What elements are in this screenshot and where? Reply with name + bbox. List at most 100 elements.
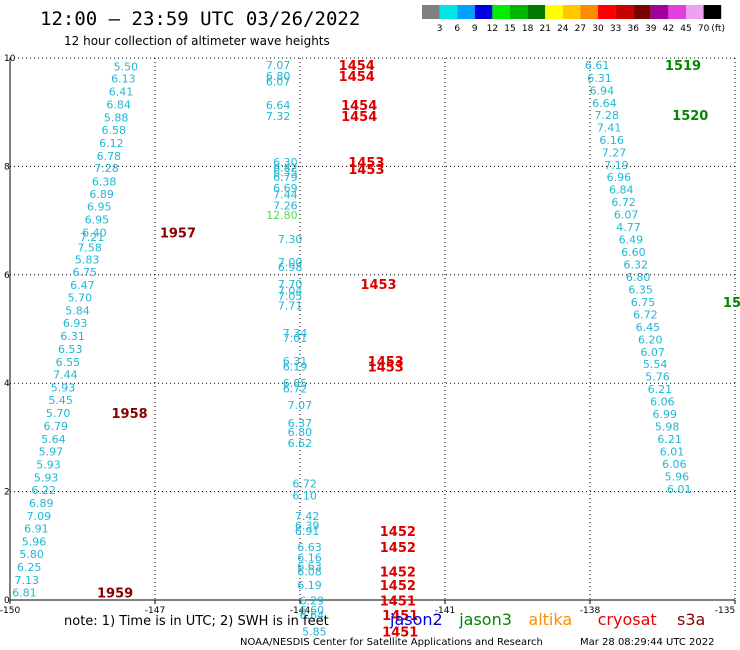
legend-swatch (457, 5, 475, 19)
time-label: 1451 (380, 595, 416, 610)
time-label: 1453 (368, 360, 404, 375)
time-label: 1957 (160, 227, 196, 242)
wave-height-label: 6.31 (587, 72, 612, 85)
legend-tick-label: 6 (454, 24, 460, 34)
wave-height-label: 6.41 (109, 86, 134, 99)
wave-height-label: 6.39 (295, 520, 320, 533)
time-label: 1451 (382, 625, 418, 640)
wave-height-label: 5.85 (302, 625, 327, 638)
wave-height-label: 6.13 (111, 73, 136, 86)
wave-height-label: 7.21 (80, 231, 105, 244)
wave-height-label: 6.72 (292, 477, 317, 490)
wave-height-label: 6.58 (102, 124, 127, 137)
legend-swatch (598, 5, 616, 19)
wave-height-label: 6.19 (297, 579, 322, 592)
wave-height-label: 7.32 (266, 110, 291, 123)
wave-height-label: 6.29 (300, 595, 325, 608)
y-tick-label: 0 (4, 596, 10, 606)
time-label: 1453 (360, 278, 396, 293)
satellite-s3a: s3a (677, 610, 705, 629)
wave-height-label: 6.40 (82, 227, 107, 240)
wave-height-label: 7.34 (283, 327, 308, 340)
x-tick-label: -147 (145, 606, 165, 616)
plot-axes: -150 -147 -144 -141 -138 -135 0 2 4 6 8 10 (0, 54, 736, 616)
wave-height-label: 6.07 (614, 209, 639, 222)
time-label: 1454 (339, 59, 375, 74)
y-tick-label: 6 (4, 271, 10, 281)
time-label: 1453 (348, 163, 384, 178)
wave-height-label: 6.07 (266, 75, 291, 88)
legend-tick-label: 27 (575, 24, 586, 34)
legend-swatch (510, 5, 528, 19)
wave-height-label: 6.38 (92, 176, 117, 189)
legend-tick-label: 3 (437, 24, 443, 34)
wave-height-label: 5.96 (22, 535, 47, 548)
wave-height-label: 6.85 (283, 377, 308, 390)
wave-height-label: 6.91 (295, 525, 320, 538)
time-label: 1452 (380, 565, 416, 580)
wave-height-label: 5.97 (39, 445, 64, 458)
wave-height-label: 6.62 (288, 437, 313, 450)
wave-height-label: 6.32 (624, 259, 649, 272)
chart-title: 12:00 – 23:59 UTC 03/26/2022 (40, 8, 360, 30)
wave-height-label: 7.58 (77, 242, 102, 255)
chart-header: 12:00 – 23:59 UTC 03/26/2022 12 hour col… (40, 8, 360, 48)
x-tick-label: -138 (580, 606, 601, 616)
satellite-jason2: jason2 (389, 610, 443, 629)
wave-height-label: 6.06 (662, 458, 687, 471)
wave-height-label: 6.61 (585, 59, 610, 72)
wave-height-label: 6.98 (278, 261, 303, 274)
time-label: 1959 (97, 586, 133, 601)
wave-height-label: 6.64 (300, 609, 325, 622)
wave-height-label: 6.45 (636, 321, 661, 334)
credit-text: NOAA/NESDIS Center for Satellite Applica… (240, 637, 543, 648)
wave-height-label: 7.05 (278, 290, 303, 303)
time-labels: 1957195819591454145414541454145314531453… (97, 59, 740, 640)
wave-height-label: 5.93 (34, 472, 59, 485)
legend-swatch (686, 5, 704, 19)
y-tick-label: 2 (4, 488, 10, 498)
wave-height-label: 6.21 (648, 383, 673, 396)
satellite-altika: altika (528, 610, 572, 629)
time-label: 1454 (341, 99, 377, 114)
wave-height-label: 6.25 (17, 561, 42, 574)
time-label: 1958 (112, 407, 148, 422)
wave-height-label: 7.42 (295, 510, 320, 523)
legend-swatch (703, 5, 722, 19)
wave-height-label: 6.08 (297, 565, 322, 578)
wave-height-label: 6.31 (60, 330, 85, 343)
wave-height-label: 5.70 (68, 292, 93, 305)
wave-height-label: 6.49 (619, 234, 644, 247)
wave-height-label: 5.70 (46, 407, 71, 420)
wave-height-label: 6.31 (283, 355, 308, 368)
wave-height-label: 7.01 (283, 332, 308, 345)
legend-tick-label: 24 (557, 24, 569, 34)
legend-swatch (422, 5, 440, 19)
wave-height-label: 6.20 (638, 333, 663, 346)
time-label: 1519 (665, 59, 701, 74)
legend-swatch (633, 5, 651, 19)
wave-height-label: 6.79 (44, 420, 69, 433)
legend-tick-label: 33 (610, 24, 621, 34)
wave-height-label: 6.80 (626, 271, 651, 284)
legend-tick-label: 9 (472, 24, 478, 34)
wave-height-label: 6.82 (273, 161, 298, 174)
wave-height-label: 5.50 (114, 61, 139, 74)
wave-height-label: 5.45 (48, 394, 73, 407)
wave-height-label: 7.70 (278, 278, 303, 291)
wave-height-label: 7.41 (597, 121, 622, 134)
y-tick-label: 10 (4, 54, 16, 64)
wave-height-label: 6.80 (288, 426, 313, 439)
wave-height-label: 7.09 (27, 510, 52, 523)
x-tick-label: -135 (715, 606, 735, 616)
legend-tick-label: 42 (663, 24, 674, 34)
timestamp-text: Mar 28 08:29:44 UTC 2022 (580, 637, 715, 648)
wave-height-label: 6.72 (633, 308, 658, 321)
chart-subtitle: 12 hour collection of altimeter wave hei… (64, 34, 330, 48)
time-label: 1451 (382, 609, 418, 624)
wave-height-label: 7.28 (595, 109, 620, 122)
wave-height-label: 5.80 (19, 548, 44, 561)
legend-tick-label: 30 (592, 24, 604, 34)
legend-swatch (527, 5, 546, 19)
time-label: 1453 (368, 355, 404, 370)
